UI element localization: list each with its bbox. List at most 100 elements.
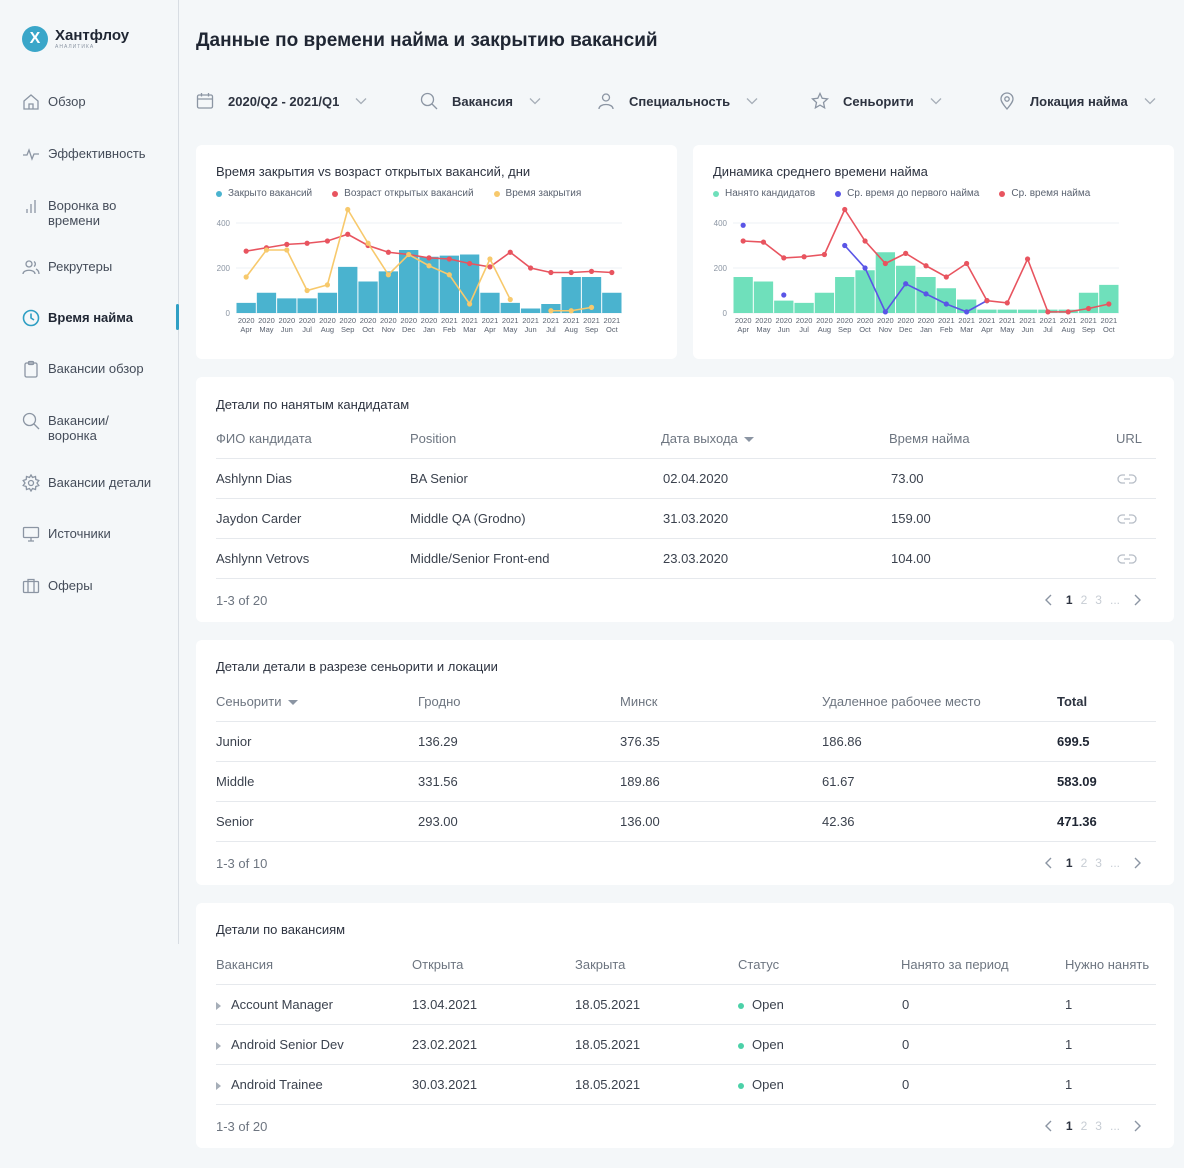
column-header[interactable]: Нужно нанять — [1065, 957, 1150, 972]
page-button[interactable]: 3 — [1095, 1119, 1102, 1133]
column-header[interactable]: Закрыта — [575, 957, 626, 972]
column-header[interactable]: Нанято за период — [901, 957, 1009, 972]
sidebar-item-sources[interactable]: Источники — [22, 525, 178, 543]
filter-period[interactable]: 2020/Q2 - 2021/Q1 — [196, 90, 367, 112]
legend-item[interactable]: Ср. время до первого найма — [835, 188, 979, 199]
column-header[interactable]: ФИО кандидата — [216, 431, 312, 446]
expand-arrow-icon[interactable] — [216, 1041, 221, 1050]
chart-card-closing-time: Время закрытия vs возраст открытых вакан… — [196, 145, 677, 359]
seniority-location-card: Детали детали в разрезе сеньорити и лока… — [196, 640, 1174, 885]
table-row[interactable]: Ashlynn Vetrovs Middle/Senior Front-end … — [216, 539, 1156, 579]
chevron-right-icon[interactable] — [1132, 857, 1142, 869]
sidebar-item-label: Оферы — [48, 578, 93, 593]
page-button[interactable]: 3 — [1095, 593, 1102, 607]
x-tick-label: 2021 — [482, 316, 499, 325]
legend-item[interactable]: Возраст открытых вакансий — [332, 188, 474, 199]
page-button[interactable]: 1 — [1065, 856, 1073, 870]
filter-specialty[interactable]: Специальность — [597, 90, 758, 112]
column-header[interactable]: Удаленное рабочее место — [822, 694, 981, 709]
table-row[interactable]: Android Trainee 30.03.2021 18.05.2021 Op… — [216, 1065, 1156, 1105]
page-button[interactable]: 2 — [1080, 593, 1088, 607]
x-tick-label: Oct — [1103, 325, 1116, 334]
cell-name: Ashlynn Dias — [216, 471, 292, 486]
column-header[interactable]: Position — [410, 431, 457, 446]
chevron-right-icon[interactable] — [1132, 1120, 1142, 1132]
column-header[interactable]: Вакансия — [216, 957, 274, 972]
bar — [936, 288, 956, 313]
sidebar-item-funnel-time[interactable]: Воронка во времени — [22, 197, 178, 228]
x-tick-label: 2021 — [441, 316, 458, 325]
cell-vacancy[interactable]: Android Senior Dev — [216, 1025, 344, 1065]
sidebar-item-recruiters[interactable]: Рекрутеры — [22, 258, 178, 276]
data-point — [385, 249, 391, 255]
x-tick-label: 2021 — [1019, 316, 1036, 325]
sidebar-item-vacancies-overview[interactable]: Вакансии обзор — [22, 360, 178, 378]
table-row[interactable]: Senior 293.00 136.00 42.36 471.36 — [216, 802, 1156, 842]
x-tick-label: Apr — [981, 325, 993, 334]
page-button[interactable]: 2 — [1080, 856, 1088, 870]
chevron-left-icon[interactable] — [1044, 594, 1054, 606]
column-header[interactable]: Гродно — [418, 694, 461, 709]
cell-grodno: 293.00 — [418, 814, 458, 829]
x-tick-label: Feb — [940, 325, 953, 334]
link-icon[interactable] — [1117, 511, 1137, 527]
link-icon[interactable] — [1117, 551, 1137, 567]
table-row[interactable]: Ashlynn Dias BA Senior 02.04.2020 73.00 — [216, 459, 1156, 499]
sidebar-item-offers[interactable]: Оферы — [22, 577, 178, 595]
page-button[interactable]: 2 — [1080, 1119, 1088, 1133]
table-row[interactable]: Middle 331.56 189.86 61.67 583.09 — [216, 762, 1156, 802]
filter-vacancy[interactable]: Вакансия — [420, 90, 541, 112]
bar — [520, 308, 541, 313]
x-tick-label: 2020 — [918, 316, 935, 325]
bar — [855, 270, 875, 313]
legend-item[interactable]: Время закрытия — [493, 188, 581, 199]
sidebar-item-label: Вакансии детали — [48, 475, 152, 490]
cell-vacancy[interactable]: Account Manager — [216, 985, 333, 1025]
expand-arrow-icon[interactable] — [216, 1001, 221, 1010]
column-header[interactable]: Статус — [738, 957, 780, 972]
legend-item[interactable]: Ср. время найма — [999, 188, 1090, 199]
filter-seniority[interactable]: Сеньорити — [811, 90, 942, 112]
page-button[interactable]: 1 — [1065, 1119, 1073, 1133]
star-icon — [811, 92, 829, 110]
sidebar-item-overview[interactable]: Обзор — [22, 93, 178, 111]
column-header-sorted[interactable]: Дата выхода — [661, 419, 754, 459]
column-header[interactable]: Минск — [620, 694, 658, 709]
cell-vacancy[interactable]: Android Trainee — [216, 1065, 323, 1105]
expand-arrow-icon[interactable] — [216, 1081, 221, 1090]
sidebar-item-hiring-time[interactable]: Время найма — [22, 309, 178, 327]
column-header[interactable]: URL — [1116, 431, 1143, 446]
table-row[interactable]: Junior 136.29 376.35 186.86 699.5 — [216, 722, 1156, 762]
table-row[interactable]: Android Senior Dev 23.02.2021 18.05.2021… — [216, 1025, 1156, 1065]
column-header[interactable]: Total — [1057, 694, 1088, 709]
column-header[interactable]: Время найма — [889, 431, 970, 446]
cell-seniority: Senior — [216, 814, 254, 829]
pagination: 1 2 3 ... — [1036, 856, 1150, 870]
data-point — [1004, 300, 1010, 306]
legend-item[interactable]: Нанято кандидатов — [713, 188, 815, 199]
table-row[interactable]: Account Manager 13.04.2021 18.05.2021 Op… — [216, 985, 1156, 1025]
status-dot-icon — [738, 1042, 744, 1049]
bar — [1099, 284, 1119, 313]
sidebar-item-efficiency[interactable]: Эффективность — [22, 145, 178, 163]
cell-total: 583.09 — [1057, 774, 1097, 789]
column-header[interactable]: Открыта — [412, 957, 464, 972]
sidebar-item-vacancies-details[interactable]: Вакансии детали — [22, 474, 178, 492]
x-tick-label: Nov — [382, 325, 396, 334]
logo[interactable]: X Хантфлоу аналитика — [22, 26, 129, 52]
page-button[interactable]: 1 — [1065, 593, 1073, 607]
column-header-sorted[interactable]: Сеньорити — [216, 682, 298, 722]
chevron-left-icon[interactable] — [1044, 1120, 1054, 1132]
data-point — [527, 265, 534, 271]
filter-location[interactable]: Локация найма — [998, 90, 1156, 112]
filter-value: Вакансия — [452, 93, 514, 109]
bar — [338, 266, 358, 313]
link-icon[interactable] — [1117, 471, 1137, 487]
page-button[interactable]: 3 — [1095, 856, 1102, 870]
pagination-count: 1-3 of 10 — [216, 856, 268, 871]
legend-item[interactable]: Закрыто вакансий — [216, 188, 312, 199]
chevron-right-icon[interactable] — [1132, 594, 1142, 606]
sidebar-item-vacancies-funnel[interactable]: Вакансии/ воронка — [22, 412, 178, 443]
chevron-left-icon[interactable] — [1044, 857, 1054, 869]
table-row[interactable]: Jaydon Carder Middle QA (Grodno) 31.03.2… — [216, 499, 1156, 539]
